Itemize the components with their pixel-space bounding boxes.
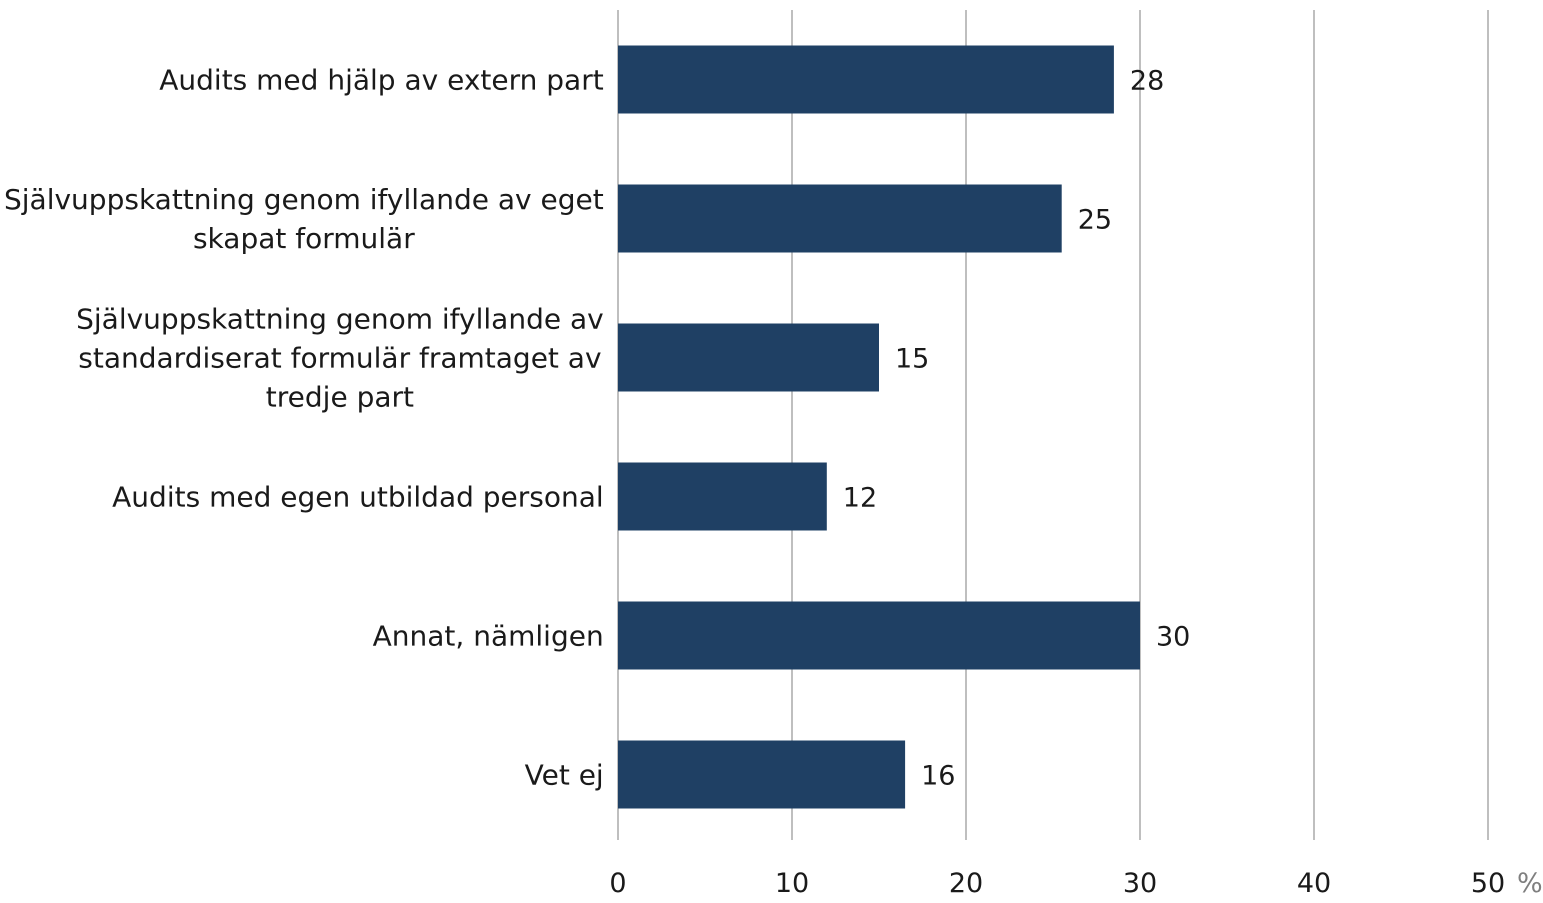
category-label-2-line-1: standardiserat formulär framtaget av xyxy=(78,342,601,375)
data-label-2: 15 xyxy=(895,344,929,375)
bar-1 xyxy=(618,184,1062,253)
category-label-3-line-0: Audits med egen utbildad personal xyxy=(112,481,604,514)
gridlines xyxy=(617,10,1489,840)
x-axis-unit-label: % xyxy=(1517,868,1543,899)
data-label-5: 16 xyxy=(921,761,955,792)
category-label-2-line-0: Självuppskattning genom ifyllande av xyxy=(76,303,604,336)
bar-2 xyxy=(618,323,879,392)
data-label-0: 28 xyxy=(1130,66,1164,97)
category-label-1-line-0: Självuppskattning genom ifyllande av ege… xyxy=(4,183,604,216)
bar-5 xyxy=(618,740,906,809)
category-label-0-line-0: Audits med hjälp av extern part xyxy=(159,64,603,97)
data-label-3: 12 xyxy=(843,483,877,514)
x-tick-label-20: 20 xyxy=(949,868,983,899)
x-tick-label-40: 40 xyxy=(1297,868,1331,899)
category-label-2-line-2: tredje part xyxy=(266,381,414,414)
x-tick-label-10: 10 xyxy=(775,868,809,899)
bar-4 xyxy=(618,601,1140,670)
labels: 0 10 20 30 40 50 % 28 Audits med hjälp av extern… xyxy=(4,64,1543,900)
x-tick-label-30: 30 xyxy=(1123,868,1157,899)
bar-0 xyxy=(618,45,1114,114)
category-label-1-line-1: skapat formulär xyxy=(193,222,415,255)
bars xyxy=(618,45,1140,809)
x-tick-label-50: 50 xyxy=(1471,868,1505,899)
data-label-1: 25 xyxy=(1078,205,1112,236)
data-label-4: 30 xyxy=(1156,622,1190,653)
x-tick-label-0: 0 xyxy=(609,868,626,899)
bar-3 xyxy=(618,462,827,531)
category-label-5-line-0: Vet ej xyxy=(525,759,604,792)
category-label-4-line-0: Annat, nämligen xyxy=(373,620,604,653)
